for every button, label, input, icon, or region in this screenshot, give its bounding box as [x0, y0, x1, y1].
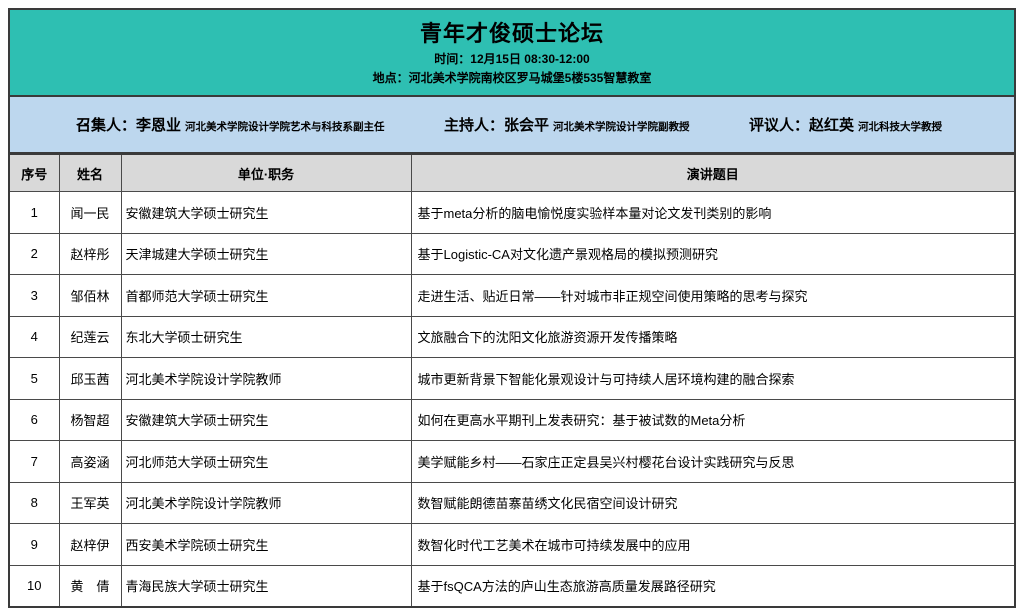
table-row: 6 杨智超 安徽建筑大学硕士研究生 如何在更高水平期刊上发表研究：基于被试数的M…	[8, 398, 1016, 441]
topic-cell: 城市更新背景下智能化景观设计与可持续人居环境构建的融合探索	[410, 357, 1016, 400]
affiliation-cell: 首都师范大学硕士研究生	[120, 274, 412, 317]
host-name: 张会平	[504, 117, 550, 134]
column-header-topic: 演讲题目	[410, 153, 1016, 192]
row-number-cell: 4	[8, 315, 60, 358]
topic-cell: 如何在更高水平期刊上发表研究：基于被试数的Meta分析	[410, 398, 1016, 441]
row-number-cell: 10	[8, 564, 60, 607]
speaker-name-cell: 邹佰林	[58, 274, 122, 317]
schedule-table-header: 序号 姓名 单位·职务 演讲题目	[8, 153, 1016, 192]
convener-group: 召集人： 李恩业 河北美术学院设计学院艺术与科技系副主任	[76, 114, 385, 135]
speaker-name-cell: 赵梓彤	[58, 232, 122, 275]
forum-title: 青年才俊硕士论坛	[419, 21, 604, 46]
table-row: 2 赵梓彤 天津城建大学硕士研究生 基于Logistic-CA对文化遗产景观格局…	[8, 232, 1016, 275]
convener-name: 李恩业	[136, 117, 182, 134]
reviewer-name: 赵红英	[808, 117, 854, 134]
topic-cell: 文旅融合下的沈阳文化旅游资源开发传播策略	[410, 315, 1016, 358]
affiliation-cell: 天津城建大学硕士研究生	[120, 232, 412, 275]
row-number-cell: 6	[8, 398, 60, 441]
topic-cell: 数智化时代工艺美术在城市可持续发展中的应用	[410, 523, 1016, 566]
row-number-cell: 3	[8, 274, 60, 317]
reviewer-role-label: 评议人：	[748, 117, 809, 134]
table-row: 3 邹佰林 首都师范大学硕士研究生 走进生活、贴近日常——针对城市非正规空间使用…	[8, 274, 1016, 317]
convener-role-label: 召集人：	[76, 117, 137, 134]
topic-cell: 走进生活、贴近日常——针对城市非正规空间使用策略的思考与探究	[410, 274, 1016, 317]
people-bar: 召集人： 李恩业 河北美术学院设计学院艺术与科技系副主任 主持人： 张会平 河北…	[8, 97, 1016, 152]
speaker-name-cell: 杨智超	[58, 398, 122, 441]
affiliation-cell: 河北美术学院设计学院教师	[120, 357, 412, 400]
host-role-label: 主持人：	[443, 117, 504, 134]
host-title: 河北美术学院设计学院副教授	[553, 121, 690, 133]
topic-cell: 美学赋能乡村——石家庄正定县吴兴村樱花台设计实践研究与反思	[410, 440, 1016, 483]
row-number-cell: 5	[8, 357, 60, 400]
table-row: 5 邱玉茜 河北美术学院设计学院教师 城市更新背景下智能化景观设计与可持续人居环…	[8, 357, 1016, 400]
table-row: 1 闻一民 安徽建筑大学硕士研究生 基于meta分析的脑电愉悦度实验样本量对论文…	[8, 191, 1016, 234]
forum-header-banner: 青年才俊硕士论坛 时间：12月15日 08:30-12:00 地点：河北美术学院…	[8, 8, 1016, 97]
speaker-name-cell: 高姿涵	[58, 440, 122, 483]
schedule-table-body: 1 闻一民 安徽建筑大学硕士研究生 基于meta分析的脑电愉悦度实验样本量对论文…	[8, 191, 1016, 607]
row-number-cell: 8	[8, 481, 60, 524]
column-header-no: 序号	[8, 153, 60, 192]
affiliation-cell: 安徽建筑大学硕士研究生	[120, 398, 412, 441]
header-row: 序号 姓名 单位·职务 演讲题目	[8, 153, 1016, 192]
forum-location: 地点：河北美术学院南校区罗马城堡5楼535智慧教室	[372, 71, 652, 85]
reviewer-title: 河北科技大学教授	[858, 121, 942, 133]
speaker-name-cell: 王军英	[58, 481, 122, 524]
table-row: 4 纪莲云 东北大学硕士研究生 文旅融合下的沈阳文化旅游资源开发传播策略	[8, 315, 1016, 358]
affiliation-cell: 河北师范大学硕士研究生	[120, 440, 412, 483]
row-number-cell: 2	[8, 232, 60, 275]
column-header-name: 姓名	[58, 153, 122, 192]
column-header-affiliation: 单位·职务	[120, 153, 412, 192]
forum-time: 时间：12月15日 08:30-12:00	[434, 52, 590, 66]
topic-cell: 基于meta分析的脑电愉悦度实验样本量对论文发刊类别的影响	[410, 191, 1016, 234]
speaker-name-cell: 纪莲云	[58, 315, 122, 358]
speaker-name-cell: 赵梓伊	[58, 523, 122, 566]
table-row: 8 王军英 河北美术学院设计学院教师 数智赋能朗德苗寨苗绣文化民宿空间设计研究	[8, 481, 1016, 524]
row-number-cell: 1	[8, 191, 60, 234]
affiliation-cell: 西安美术学院硕士研究生	[120, 523, 412, 566]
row-number-cell: 7	[8, 440, 60, 483]
row-number-cell: 9	[8, 523, 60, 566]
topic-cell: 基于Logistic-CA对文化遗产景观格局的模拟预测研究	[410, 232, 1016, 275]
speaker-name-cell: 邱玉茜	[58, 357, 122, 400]
schedule-table: 序号 姓名 单位·职务 演讲题目 1 闻一民 安徽建筑大学硕士研究生 基于met…	[8, 152, 1016, 608]
reviewer-group: 评议人： 赵红英 河北科技大学教授	[749, 114, 942, 135]
host-group: 主持人： 张会平 河北美术学院设计学院副教授	[444, 114, 690, 135]
affiliation-cell: 河北美术学院设计学院教师	[120, 481, 412, 524]
table-row: 7 高姿涵 河北师范大学硕士研究生 美学赋能乡村——石家庄正定县吴兴村樱花台设计…	[8, 440, 1016, 483]
affiliation-cell: 安徽建筑大学硕士研究生	[120, 191, 412, 234]
affiliation-cell: 东北大学硕士研究生	[120, 315, 412, 358]
speaker-name-cell: 闻一民	[58, 191, 122, 234]
affiliation-cell: 青海民族大学硕士研究生	[120, 564, 412, 607]
convener-title: 河北美术学院设计学院艺术与科技系副主任	[185, 121, 385, 133]
table-row: 9 赵梓伊 西安美术学院硕士研究生 数智化时代工艺美术在城市可持续发展中的应用	[8, 523, 1016, 566]
table-row: 10 黄 倩 青海民族大学硕士研究生 基于fsQCA方法的庐山生态旅游高质量发展…	[8, 564, 1016, 607]
speaker-name-cell: 黄 倩	[58, 564, 122, 607]
topic-cell: 数智赋能朗德苗寨苗绣文化民宿空间设计研究	[410, 481, 1016, 524]
topic-cell: 基于fsQCA方法的庐山生态旅游高质量发展路径研究	[410, 564, 1016, 607]
